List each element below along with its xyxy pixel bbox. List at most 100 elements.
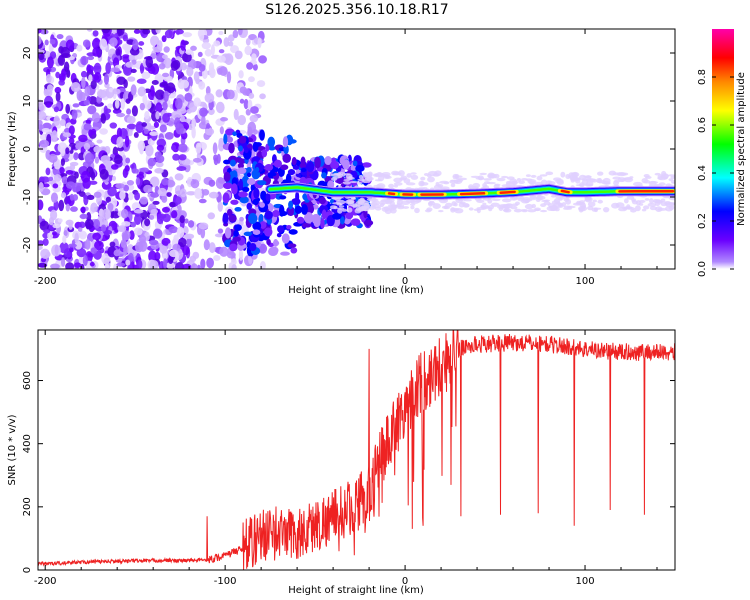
noise-blob bbox=[562, 207, 573, 210]
noise-blob bbox=[233, 230, 239, 237]
noise-blob bbox=[290, 247, 298, 254]
noise-blob bbox=[164, 131, 174, 140]
noise-blob bbox=[208, 242, 216, 254]
noise-blob bbox=[565, 173, 571, 180]
noise-blob bbox=[215, 177, 225, 189]
noise-blob bbox=[171, 210, 178, 219]
noise-blob bbox=[513, 208, 523, 213]
noise-blob bbox=[644, 198, 650, 201]
noise-blob bbox=[527, 179, 537, 184]
noise-blob bbox=[182, 244, 190, 256]
noise-blob bbox=[219, 126, 224, 135]
snr-series-line bbox=[38, 330, 675, 570]
noise-blob bbox=[159, 245, 168, 254]
noise-blob bbox=[259, 202, 265, 208]
noise-blob bbox=[116, 262, 126, 267]
noise-blob bbox=[45, 73, 52, 83]
noise-blob bbox=[127, 76, 136, 82]
noise-blob bbox=[661, 170, 667, 177]
noise-blob bbox=[238, 70, 244, 79]
noise-blob bbox=[105, 108, 112, 114]
noise-blob bbox=[216, 67, 223, 75]
noise-blob bbox=[114, 99, 120, 109]
noise-blob bbox=[569, 176, 580, 182]
noise-blob bbox=[62, 234, 67, 244]
noise-blob bbox=[143, 128, 149, 135]
noise-blob bbox=[68, 125, 75, 135]
noise-blob bbox=[109, 241, 116, 248]
noise-blob bbox=[61, 175, 69, 185]
noise-blob bbox=[214, 233, 225, 238]
noise-blob bbox=[445, 202, 453, 208]
noise-blob bbox=[361, 179, 371, 184]
noise-blob bbox=[280, 251, 290, 256]
noise-blob bbox=[233, 157, 243, 163]
noise-blob bbox=[46, 56, 54, 69]
noise-blob bbox=[181, 263, 192, 269]
noise-blob bbox=[190, 45, 197, 51]
noise-blob bbox=[69, 164, 76, 171]
noise-blob bbox=[207, 108, 215, 116]
noise-blob bbox=[276, 232, 282, 238]
noise-blob bbox=[226, 251, 236, 259]
noise-blob bbox=[581, 179, 589, 186]
noise-blob bbox=[400, 200, 411, 206]
noise-blob bbox=[55, 91, 61, 102]
noise-blob bbox=[131, 105, 138, 117]
noise-blob bbox=[244, 45, 253, 56]
noise-blob bbox=[63, 61, 70, 73]
noise-blob bbox=[137, 86, 147, 97]
noise-blob bbox=[186, 66, 194, 77]
spectrogram-ridge bbox=[265, 182, 675, 200]
noise-blob bbox=[53, 106, 59, 113]
spectrogram-y-label: Frequency (Hz) bbox=[7, 111, 18, 187]
noise-blob bbox=[43, 229, 51, 234]
noise-blob bbox=[180, 79, 190, 89]
noise-blob bbox=[79, 91, 86, 102]
noise-blob bbox=[320, 218, 325, 229]
noise-blob bbox=[182, 32, 193, 38]
noise-blob bbox=[232, 236, 241, 242]
noise-blob bbox=[271, 210, 280, 218]
noise-blob bbox=[239, 86, 247, 94]
noise-blob bbox=[76, 248, 87, 258]
noise-blob bbox=[109, 37, 118, 47]
noise-blob bbox=[187, 220, 195, 228]
noise-blob bbox=[223, 37, 230, 48]
noise-blob bbox=[116, 112, 126, 118]
noise-blob bbox=[161, 178, 169, 186]
noise-blob bbox=[248, 76, 255, 83]
noise-blob bbox=[156, 144, 165, 152]
noise-blob bbox=[671, 181, 675, 184]
noise-blob bbox=[118, 39, 123, 45]
noise-blob bbox=[238, 135, 247, 144]
noise-blob bbox=[94, 101, 104, 107]
noise-blob bbox=[333, 172, 340, 176]
noise-blob bbox=[278, 204, 285, 217]
noise-blob bbox=[565, 198, 572, 205]
noise-blob bbox=[119, 190, 126, 200]
noise-blob bbox=[250, 106, 259, 114]
noise-blob bbox=[223, 171, 231, 182]
noise-blob bbox=[149, 131, 159, 136]
noise-blob bbox=[148, 125, 156, 130]
noise-blob bbox=[343, 173, 351, 176]
noise-blob bbox=[93, 145, 101, 153]
noise-blob bbox=[282, 153, 292, 163]
noise-blob bbox=[535, 195, 546, 201]
noise-blob bbox=[501, 198, 512, 203]
noise-blob bbox=[190, 263, 198, 269]
noise-blob bbox=[206, 257, 214, 269]
noise-blob bbox=[350, 197, 356, 200]
noise-blob bbox=[175, 29, 184, 35]
noise-blob bbox=[65, 262, 75, 269]
noise-blob bbox=[130, 221, 137, 228]
noise-blob bbox=[144, 111, 150, 120]
noise-blob bbox=[125, 259, 131, 266]
noise-blob bbox=[649, 181, 659, 184]
noise-blob bbox=[201, 189, 210, 196]
noise-blob bbox=[156, 213, 164, 225]
noise-blob bbox=[103, 73, 109, 85]
noise-blob bbox=[279, 195, 287, 200]
noise-blob bbox=[92, 30, 99, 37]
